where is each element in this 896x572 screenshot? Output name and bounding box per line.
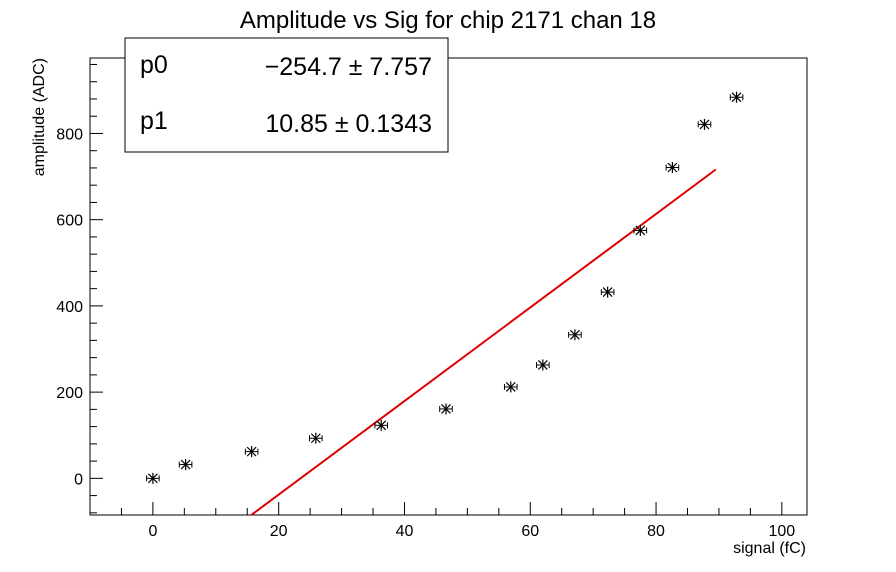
- x-tick-label: 60: [521, 523, 539, 540]
- data-point: [697, 118, 712, 130]
- data-point: [633, 224, 648, 236]
- stats-box: p0 −254.7 ± 7.757 p1 10.85 ± 0.1343: [124, 37, 449, 153]
- y-tick-label: 200: [56, 385, 83, 402]
- x-tick-label: 80: [647, 523, 665, 540]
- stat-p1-name: p1: [140, 107, 168, 135]
- y-tick-label: 0: [74, 471, 83, 488]
- fit-layer: [250, 168, 717, 516]
- x-axis: 0 20 40 60 80 100: [89, 502, 795, 540]
- data-point: [244, 446, 259, 458]
- y-tick-label: 400: [56, 299, 83, 316]
- x-tick-label: 40: [396, 523, 414, 540]
- stat-p0-value: −254.7 ± 7.757: [265, 53, 432, 81]
- stats-box-frame: [124, 37, 449, 153]
- data-point: [374, 419, 388, 431]
- y-tick-label: 600: [56, 213, 83, 230]
- y-tick-label: 800: [56, 126, 83, 143]
- data-point: [178, 459, 193, 471]
- x-tick-label: 100: [768, 523, 795, 540]
- data-point: [146, 472, 160, 484]
- data-point: [665, 162, 680, 174]
- data-point: [439, 403, 453, 415]
- data-point: [503, 381, 518, 393]
- y-axis-title: amplitude (ADC): [31, 58, 48, 176]
- data-point: [600, 286, 615, 298]
- chart-title: Amplitude vs Sig for chip 2171 chan 18: [240, 7, 656, 34]
- data-point: [729, 91, 744, 103]
- x-tick-label: 0: [148, 523, 157, 540]
- fit-line: [250, 168, 717, 516]
- data-point: [568, 329, 582, 341]
- data-point: [309, 432, 323, 444]
- x-tick-label: 20: [270, 523, 288, 540]
- stat-p0-name: p0: [140, 51, 168, 79]
- stat-p1-value: 10.85 ± 0.1343: [265, 110, 432, 138]
- data-points: [146, 91, 744, 484]
- x-axis-title: signal (fC): [733, 540, 806, 557]
- y-axis: 0 200 400 600 800: [56, 63, 103, 514]
- data-point: [536, 359, 550, 371]
